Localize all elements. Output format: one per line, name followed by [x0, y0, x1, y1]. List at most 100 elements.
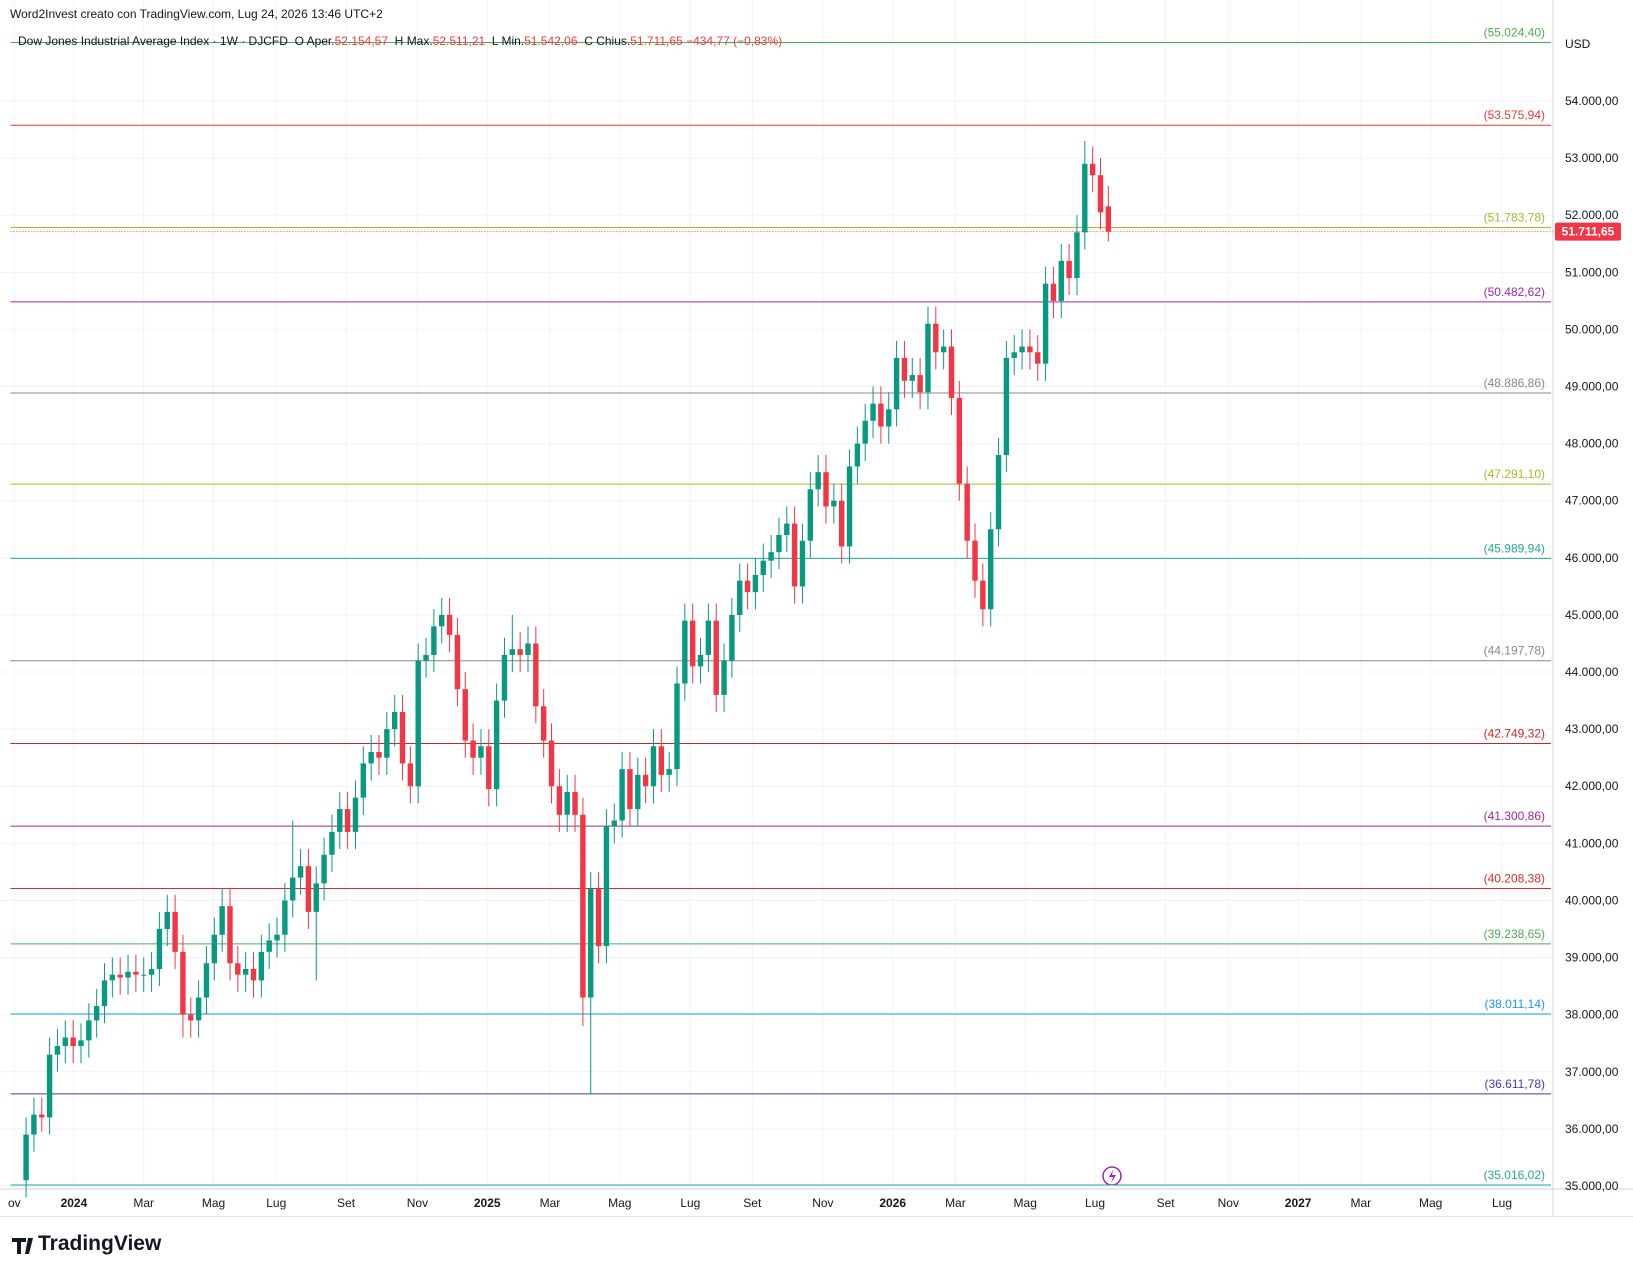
- logo-text: TradingView: [38, 1232, 162, 1255]
- candle-body: [689, 620, 696, 667]
- candle-body: [933, 323, 939, 353]
- legend-header: Dow Jones Industrial Average Index · 1W …: [18, 34, 782, 48]
- candle-body: [564, 791, 570, 815]
- x-tick-label: 2027: [1285, 1196, 1312, 1210]
- candle-body: [831, 500, 837, 507]
- candle-body: [141, 974, 147, 976]
- level-label: (50.482,62): [1484, 285, 1545, 299]
- ohlc-key: C: [584, 34, 593, 48]
- candle-body: [290, 877, 296, 901]
- candle-body: [611, 820, 617, 827]
- ohlc-name: Max.: [406, 34, 433, 48]
- candle-body: [125, 971, 131, 978]
- candle-body: [580, 814, 586, 998]
- candle-body: [635, 774, 641, 810]
- candle-body: [431, 626, 437, 655]
- candle-body: [525, 643, 531, 655]
- logo-icon: [12, 1238, 33, 1254]
- y-tick-label: 37.000,00: [1565, 1065, 1619, 1079]
- candle-body: [337, 809, 343, 832]
- candle-body: [666, 769, 672, 775]
- candle-body: [31, 1114, 37, 1135]
- candle-body: [493, 700, 500, 790]
- candle-body: [752, 574, 759, 593]
- candle-body: [376, 751, 382, 758]
- candle-body: [423, 654, 429, 661]
- candle-body: [619, 769, 625, 821]
- x-tick-label: Lug: [680, 1196, 700, 1210]
- candle-body: [1042, 283, 1049, 364]
- candle-body: [909, 375, 915, 381]
- x-tick-label: Lug: [1085, 1196, 1105, 1210]
- level-label: (36.611,78): [1485, 1077, 1546, 1091]
- y-tick-label: 49.000,00: [1565, 380, 1619, 394]
- candle-body: [180, 951, 186, 1015]
- x-tick-label: 2024: [61, 1196, 88, 1210]
- candle-body: [156, 929, 163, 969]
- ohlc-value: 51.711,65: [630, 34, 683, 48]
- candle-body: [674, 683, 680, 770]
- y-tick-label: 52.000,00: [1565, 208, 1619, 222]
- candle-body: [1011, 352, 1017, 358]
- level-label: (47.291,10): [1484, 467, 1545, 481]
- candle-body: [39, 1114, 45, 1118]
- candle-body: [470, 740, 476, 758]
- x-tick-label: Set: [337, 1196, 356, 1210]
- candle-body: [501, 654, 508, 701]
- candle-body: [227, 906, 233, 964]
- candle-body: [870, 403, 876, 421]
- candle-body: [517, 649, 523, 655]
- candle-body: [713, 620, 719, 695]
- logo[interactable]: TradingView: [12, 1232, 161, 1256]
- currency: USD: [1565, 37, 1591, 51]
- candle-body: [352, 797, 359, 832]
- candle-body: [650, 746, 657, 787]
- y-tick-label: 41.000,00: [1565, 836, 1619, 850]
- level-label: (35.016,02): [1484, 1168, 1545, 1182]
- symbol-title: Dow Jones Industrial Average Index · 1W …: [18, 34, 288, 48]
- y-tick-label: 48.000,00: [1565, 437, 1619, 451]
- candle-body: [1089, 163, 1096, 176]
- level-label: (45.989,94): [1484, 541, 1545, 555]
- level-label: (41.300,86): [1484, 809, 1545, 823]
- event-icon-bolt: [1109, 1170, 1116, 1183]
- candle-body: [1003, 357, 1010, 456]
- y-tick-label: 36.000,00: [1565, 1122, 1619, 1136]
- candles: [23, 140, 1112, 1198]
- candle-body: [925, 323, 931, 393]
- x-tick-label: Mag: [608, 1196, 631, 1210]
- y-tick-label: 35.000,00: [1565, 1179, 1619, 1193]
- candle-body: [760, 560, 766, 575]
- level-label: (55.024,40): [1484, 26, 1545, 40]
- ohlc-name: Aper.: [306, 34, 335, 48]
- candle-body: [1058, 260, 1064, 301]
- ohlc-value: 51.542,06: [524, 34, 578, 48]
- candle-body: [101, 980, 108, 1007]
- candle-body: [462, 689, 468, 741]
- candle-body: [78, 1040, 84, 1047]
- candle-body: [407, 763, 414, 787]
- candle-body: [1027, 346, 1033, 353]
- x-tick-label: 2026: [879, 1196, 906, 1210]
- y-tick-label: 42.000,00: [1565, 779, 1619, 793]
- candle-body: [321, 854, 327, 884]
- candle-body: [995, 455, 1002, 530]
- x-tick-label: Nov: [407, 1196, 428, 1210]
- candle-body: [360, 763, 367, 798]
- x-tick-label: Mag: [1014, 1196, 1037, 1210]
- last-price-label: 51.711,65: [1562, 225, 1615, 239]
- candle-body: [791, 523, 798, 587]
- candle-body: [862, 420, 868, 444]
- candle-body: [1074, 232, 1080, 279]
- candle-body: [768, 552, 774, 561]
- candle-body: [1035, 352, 1041, 364]
- y-tick-label: 47.000,00: [1565, 494, 1619, 508]
- x-tick-label: Mag: [1419, 1196, 1442, 1210]
- footer-border: [0, 1216, 1633, 1217]
- y-tick-label: 40.000,00: [1565, 893, 1619, 907]
- y-tick-label: 45.000,00: [1565, 608, 1619, 622]
- x-tick-label: Nov: [1218, 1196, 1239, 1210]
- y-tick-label: 44.000,00: [1565, 665, 1619, 679]
- candle-body: [478, 746, 484, 758]
